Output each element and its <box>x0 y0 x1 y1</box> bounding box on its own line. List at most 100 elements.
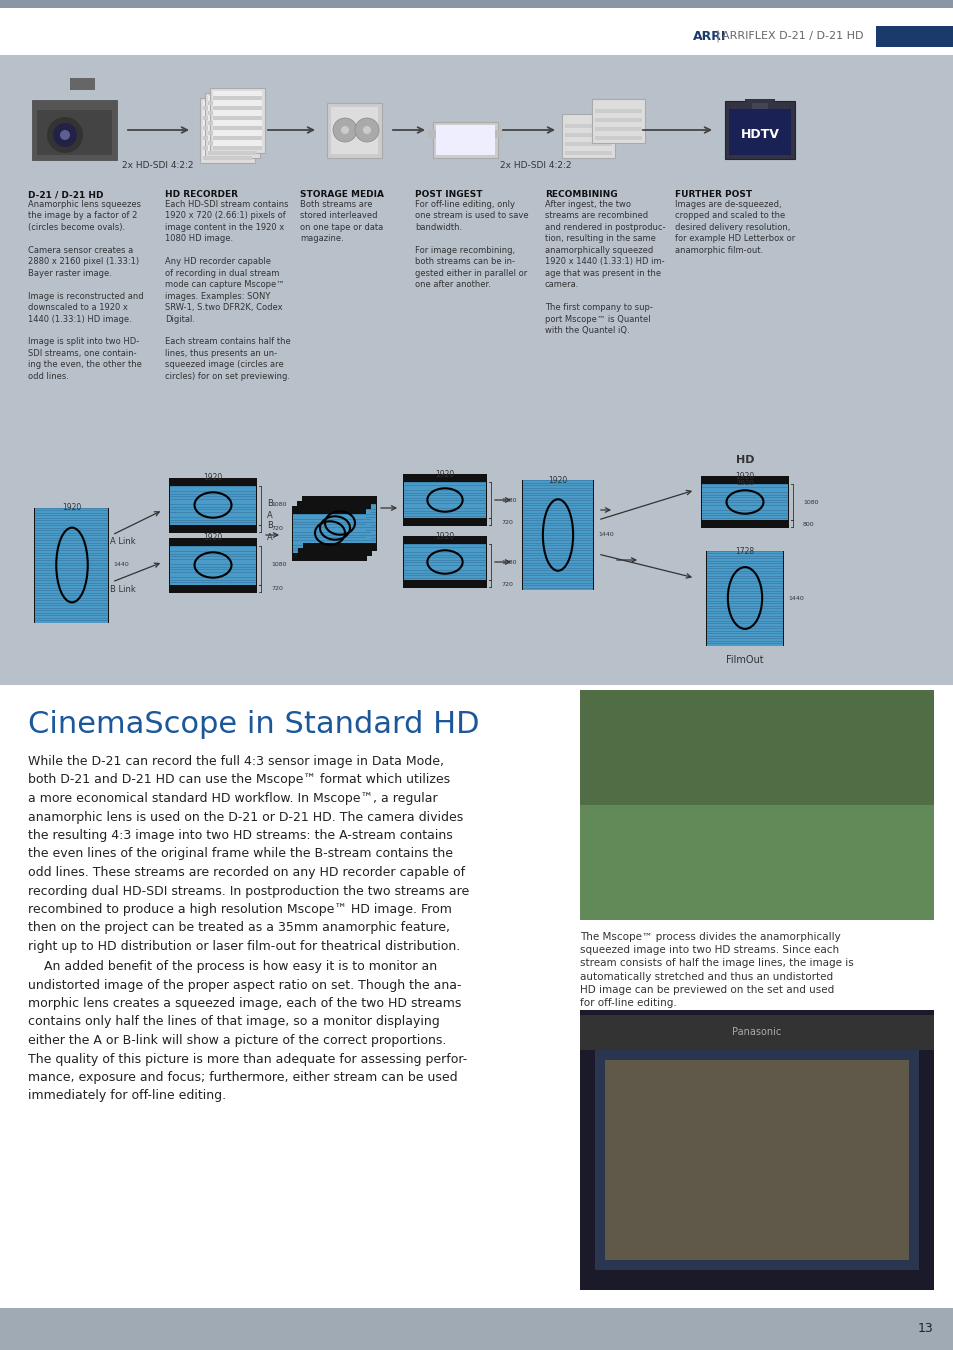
Text: A: A <box>267 533 273 543</box>
Bar <box>403 544 485 580</box>
Text: 1920: 1920 <box>435 470 455 479</box>
Text: 1080: 1080 <box>271 502 286 508</box>
Bar <box>294 505 366 513</box>
Bar <box>170 537 255 545</box>
Text: ARRI: ARRI <box>692 30 725 42</box>
Bar <box>209 131 257 135</box>
Text: A: A <box>267 510 273 520</box>
Text: STORAGE MEDIA: STORAGE MEDIA <box>299 190 384 198</box>
Bar <box>169 537 256 593</box>
Text: 720: 720 <box>271 526 283 531</box>
Bar <box>327 103 382 158</box>
Bar <box>209 100 257 104</box>
Text: B: B <box>267 500 273 509</box>
Circle shape <box>53 123 77 147</box>
Text: HDTV: HDTV <box>740 127 779 140</box>
Text: 1920: 1920 <box>435 532 455 541</box>
Bar <box>0 684 953 1341</box>
Bar <box>875 26 953 47</box>
Bar <box>303 495 376 504</box>
Text: B Link: B Link <box>110 586 135 594</box>
Text: B: B <box>267 521 273 531</box>
Bar <box>303 543 376 549</box>
Bar <box>209 150 257 154</box>
Text: A Link: A Link <box>110 537 135 547</box>
Bar <box>209 140 257 144</box>
Bar <box>728 109 790 155</box>
Text: RECOMBINING: RECOMBINING <box>544 190 617 198</box>
Text: 1080: 1080 <box>802 500 818 505</box>
Bar <box>213 135 262 139</box>
Circle shape <box>363 126 371 134</box>
Bar <box>565 132 612 136</box>
Bar <box>0 1308 953 1350</box>
Bar <box>294 513 366 552</box>
Bar <box>211 88 265 153</box>
Bar <box>209 96 257 154</box>
Bar <box>170 525 255 532</box>
Bar <box>34 508 110 622</box>
Text: ARRIFLEX D-21 / D-21 HD: ARRIFLEX D-21 / D-21 HD <box>721 31 862 40</box>
Bar <box>604 1060 908 1260</box>
Bar <box>37 109 112 155</box>
Bar <box>213 90 262 150</box>
Text: 2x HD-SDI 4:2:2: 2x HD-SDI 4:2:2 <box>499 161 571 170</box>
Text: 1728: 1728 <box>735 547 754 555</box>
Text: While the D-21 can record the full 4:3 sensor image in Data Mode,
both D-21 and : While the D-21 can record the full 4:3 s… <box>28 755 469 953</box>
Bar <box>565 123 612 127</box>
Bar <box>403 580 485 587</box>
Text: FilmOut: FilmOut <box>725 655 763 666</box>
Text: FURTHER POST: FURTHER POST <box>675 190 751 198</box>
Bar <box>298 501 371 509</box>
Text: For off-line editing, only
one stream is used to save
bandwidth.

For image reco: For off-line editing, only one stream is… <box>415 200 528 289</box>
Bar <box>213 146 262 150</box>
Bar <box>294 552 366 559</box>
Bar <box>402 536 486 589</box>
Bar <box>32 100 117 161</box>
Bar <box>521 481 594 590</box>
Circle shape <box>333 117 356 142</box>
Bar <box>0 0 953 8</box>
Text: 1080: 1080 <box>500 498 516 502</box>
Bar <box>428 130 503 138</box>
Bar <box>595 127 641 131</box>
Text: 1920: 1920 <box>203 533 222 543</box>
Bar <box>200 97 255 162</box>
Text: D-21 / D-21 HD: D-21 / D-21 HD <box>28 190 103 198</box>
Text: 800: 800 <box>802 521 814 526</box>
Text: The Mscope™ process divides the anamorphically
squeezed image into two HD stream: The Mscope™ process divides the anamorph… <box>579 931 853 1008</box>
Bar <box>70 78 95 90</box>
Bar <box>724 101 794 159</box>
Bar <box>744 99 774 103</box>
Bar <box>595 1040 918 1270</box>
Bar <box>331 107 378 154</box>
Bar <box>209 111 257 115</box>
Bar <box>701 477 787 485</box>
Bar <box>706 551 782 645</box>
Text: HD: HD <box>735 455 754 464</box>
Text: Both streams are
stored interleaved
on one tape or data
magazine.: Both streams are stored interleaved on o… <box>299 200 383 243</box>
Circle shape <box>60 130 70 140</box>
Bar <box>403 474 485 482</box>
Bar <box>35 508 109 622</box>
Bar <box>213 116 262 120</box>
Bar <box>562 113 615 158</box>
Bar <box>604 1060 908 1260</box>
Bar <box>302 495 377 551</box>
Bar <box>403 518 485 525</box>
Bar <box>565 150 612 154</box>
Text: 720: 720 <box>271 586 283 591</box>
Bar <box>436 124 495 154</box>
Bar <box>700 477 788 528</box>
Circle shape <box>47 117 83 153</box>
Bar <box>203 105 253 109</box>
Text: 1440: 1440 <box>598 532 613 537</box>
Bar <box>170 545 255 585</box>
Bar <box>213 105 262 109</box>
Bar <box>0 8 953 55</box>
Bar <box>579 690 933 919</box>
Text: 1920: 1920 <box>735 472 754 481</box>
Bar <box>203 155 253 159</box>
Text: Panasonic: Panasonic <box>732 1027 781 1037</box>
Bar <box>403 482 485 518</box>
